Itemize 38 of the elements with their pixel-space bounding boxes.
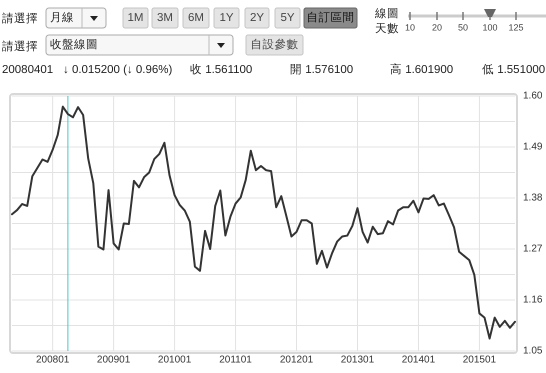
x-tick-label: 201001 (158, 354, 192, 366)
ui-btn: 6M (182, 8, 210, 28)
ui-label: 天數 (375, 23, 399, 36)
ui-drop: 月線 (46, 8, 106, 28)
ui-label: 請選擇 (2, 41, 38, 54)
ui-label: 高 1.601900 (390, 64, 454, 76)
ui-label: 開 1.576100 (290, 64, 354, 76)
ui-tick: 125 (508, 12, 524, 32)
x-tick-label: 201201 (280, 354, 314, 366)
x-tick-label: 200801 (36, 354, 70, 366)
ui-btn: 2Y (244, 8, 270, 28)
ui-tick: 20 (432, 12, 442, 32)
ui-label: 請選擇 (2, 13, 38, 26)
x-tick-label: 201301 (340, 354, 375, 366)
ui-tick: 50 (458, 12, 468, 32)
line-series (11, 106, 516, 340)
x-tick-label: 200901 (96, 354, 131, 366)
y-tick-label: 1.60 (523, 90, 543, 102)
x-tick-label: 201101 (219, 354, 252, 366)
ui-label: 20080401 (2, 64, 54, 76)
ui-btn: 3M (152, 8, 178, 28)
y-tick-label: 1.27 (523, 244, 543, 255)
ui-label: 收 1.561100 (190, 64, 252, 76)
y-tick-label: 1.49 (523, 142, 543, 153)
ui-btn: 1M (122, 8, 148, 28)
ui-btn: 自設參數 (246, 34, 304, 56)
ui-label: ↓ 0.015200 (↓ 0.96%) (63, 64, 172, 76)
ui-tick: 100 (482, 9, 498, 32)
ui-btn: 5Y (274, 8, 300, 28)
y-tick-label: 1.05 (523, 346, 543, 357)
ui-label: 低 1.551000 (482, 64, 546, 76)
ui-drop: 收盤線圖 (46, 34, 234, 56)
x-tick-label: 201501 (462, 354, 497, 366)
ui-btn: 1Y (214, 8, 240, 28)
y-tick-label: 1.38 (523, 192, 543, 204)
y-tick-label: 1.16 (523, 294, 543, 306)
x-tick-label: 201401 (402, 354, 436, 366)
ui-label: 線圖 (375, 8, 399, 20)
